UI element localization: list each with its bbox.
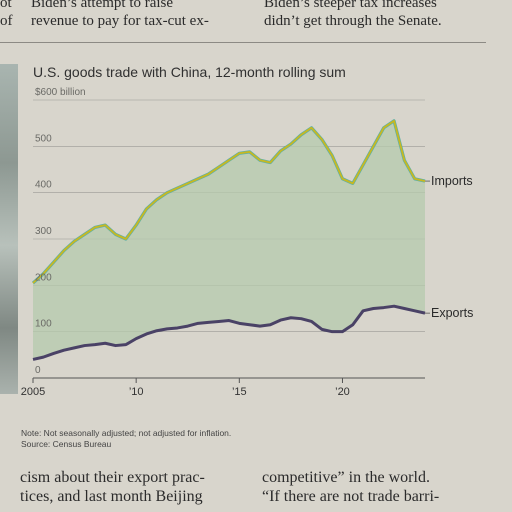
adjacent-photo	[0, 64, 18, 394]
chart-note: Note: Not seasonally adjusted; not adjus…	[21, 428, 232, 438]
x-tick-label: ’15	[232, 386, 247, 398]
article-line: revenue to pay for tax-cut ex-	[31, 13, 209, 29]
chart-ticks: 0 100 200 300 400 500 $600 billion 2005 ’10 ’15 ’2…	[21, 87, 350, 398]
y-tick-label: 300	[35, 226, 52, 237]
article-column-bottom-left: cism about their export prac- tices, and…	[20, 468, 205, 506]
exports-line	[32, 304, 426, 361]
chart-lines	[31, 119, 426, 361]
y-tick-label: 0	[35, 365, 41, 376]
article-fragment-left: ot of	[0, 0, 20, 30]
y-top-label: $600 billion	[35, 87, 86, 98]
article-line: of	[0, 13, 13, 29]
chart-footnote: Note: Not seasonally adjusted; not adjus…	[21, 428, 231, 450]
imports-line	[32, 119, 426, 284]
article-line: didn’t get through the Senate.	[264, 13, 442, 29]
article-line: “If there are not trade barri-	[262, 488, 440, 505]
article-line: competitive” in the world.	[262, 469, 430, 486]
trade-gap-area	[33, 120, 425, 360]
x-tick-label: ’20	[335, 386, 350, 398]
y-tick-label: 100	[35, 319, 52, 330]
chart-areas	[33, 120, 425, 360]
article-column-middle: Biden’s attempt to raise revenue to pay …	[31, 0, 246, 30]
y-tick-label: 200	[35, 272, 52, 283]
chart-title: U.S. goods trade with China, 12-month ro…	[33, 64, 346, 80]
article-line: cism about their export prac-	[20, 469, 205, 486]
exports-label: Exports	[431, 306, 473, 320]
article-line: tices, and last month Beijing	[20, 488, 203, 505]
chart-series-labels: Imports Exports	[425, 174, 473, 320]
x-tick-label: ’10	[129, 386, 144, 398]
y-tick-label: 500	[35, 133, 52, 144]
article-line: Biden’s steeper tax increases	[264, 0, 437, 11]
article-column-right: Biden’s steeper tax increases didn’t get…	[264, 0, 512, 30]
chart-source: Source: Census Bureau	[21, 439, 112, 449]
article-column-bottom-right: competitive” in the world. “If there are…	[262, 468, 439, 506]
imports-label: Imports	[431, 174, 473, 188]
x-tick-label: 2005	[21, 386, 45, 398]
article-line: ot	[0, 0, 12, 11]
article-line: Biden’s attempt to raise	[31, 0, 174, 11]
y-tick-label: 400	[35, 180, 52, 191]
section-divider	[0, 42, 486, 43]
